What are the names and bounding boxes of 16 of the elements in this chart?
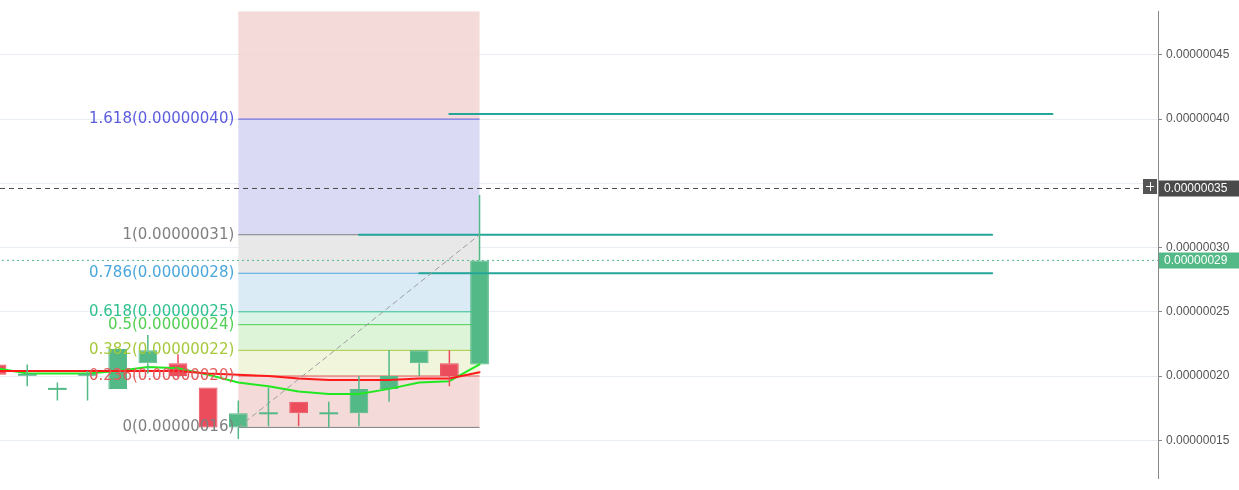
y-tick-label: 0.00000030 [1166,239,1230,254]
y-tick-label: 0.00000045 [1166,47,1230,62]
y-tick-label: 0.00000020 [1166,368,1230,383]
ref-line-label: 0(0.00000016) [122,417,235,436]
candlestick [17,363,37,388]
ref-line-label: 1(0.00000031) [122,224,235,243]
ref-line-label: 1.618(0.00000040) [89,109,235,127]
y-tick-label: 0.00000040 [1166,111,1230,126]
ref-line-label: 0.00000029 [1164,252,1228,267]
candlestick [259,386,278,427]
candlestick [319,400,339,429]
y-tick-label: 0.00000015 [1166,432,1230,447]
ref-line-label: 0.786(0.00000028) [89,263,235,282]
candlestick [470,194,489,365]
y-tick-label: 0.00000025 [1166,304,1230,319]
ref-line-label: 0.00000035 [1164,180,1228,195]
